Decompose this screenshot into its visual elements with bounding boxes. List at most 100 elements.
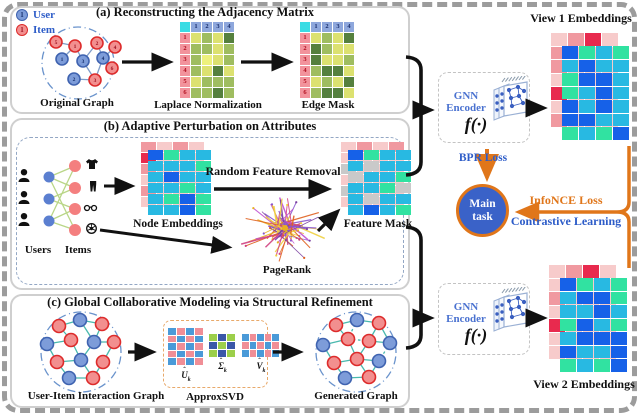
matrix-cell	[577, 359, 593, 372]
matrix-cell	[311, 44, 321, 54]
matrix-cell	[168, 328, 176, 335]
matrix-cell	[596, 113, 612, 126]
matrix-cell	[611, 318, 627, 331]
matrix-cell	[594, 305, 610, 318]
matrix-cell	[191, 55, 201, 65]
matrix-cell	[264, 334, 271, 341]
matrix-cell	[148, 172, 163, 182]
matrix-cell	[579, 46, 595, 59]
legend-item-label: Item	[33, 24, 55, 36]
matrix-cell	[348, 161, 363, 171]
matrix-cell	[344, 77, 354, 87]
edge-mask-label: Edge Mask	[301, 99, 355, 111]
matrix-cell	[562, 100, 578, 113]
matrix-cell	[611, 278, 627, 291]
v-matrix	[242, 334, 280, 358]
matrix-cell	[249, 342, 256, 349]
matrix-cell	[322, 77, 332, 87]
matrix-cell	[224, 88, 234, 98]
matrix-cell: 5	[300, 77, 310, 87]
matrix-cell	[164, 183, 179, 193]
matrix-cell	[311, 88, 321, 98]
matrix-cell	[333, 55, 343, 65]
matrix-cell	[380, 161, 395, 171]
matrix-cell	[191, 66, 201, 76]
pagerank-label: PageRank	[262, 264, 312, 276]
main-task-node: Main task	[456, 184, 509, 237]
matrix-cell	[191, 44, 201, 54]
svg-text:1: 1	[74, 44, 77, 50]
matrix-cell	[596, 127, 612, 140]
matrix-cell	[380, 172, 395, 182]
legend-user-row: 1 User	[16, 9, 55, 21]
matrix-cell	[333, 77, 343, 87]
matrix-cell	[348, 194, 363, 204]
matrix-cell	[195, 335, 203, 342]
matrix-cell	[196, 161, 211, 171]
matrix-cell	[227, 350, 235, 357]
view1-embeddings-label: View 1 Embeddings	[530, 11, 632, 25]
matrix-cell: 4	[180, 66, 190, 76]
matrix-cell	[141, 142, 156, 152]
matrix-cell	[227, 342, 235, 349]
matrix-cell	[562, 113, 578, 126]
gnn-encoder-2-label: GNN Encoder	[446, 301, 486, 325]
matrix-cell	[348, 205, 363, 215]
matrix-cell	[396, 205, 411, 215]
matrix-cell	[272, 334, 279, 341]
matrix-cell	[577, 305, 593, 318]
contrastive-learning-label: Contrastive Learning	[510, 214, 622, 228]
generated-graph-label: Generated Graph	[314, 390, 398, 402]
matrix-cell	[566, 265, 582, 278]
matrix-cell	[148, 194, 163, 204]
matrix-cell	[191, 33, 201, 43]
matrix-cell	[196, 194, 211, 204]
view2-embeddings-label: View 2 Embeddings	[533, 377, 635, 391]
laplace-label: Laplace Normalization	[154, 99, 262, 111]
matrix-cell	[333, 44, 343, 54]
matrix-cell	[560, 291, 576, 304]
matrix-cell	[594, 291, 610, 304]
matrix-cell	[577, 345, 593, 358]
person-icon	[18, 191, 30, 204]
svg-text:5: 5	[55, 40, 58, 46]
glasses-icon	[83, 204, 98, 212]
matrix-cell	[186, 335, 194, 342]
matrix-cell	[202, 66, 212, 76]
legend-user-label: User	[33, 9, 55, 21]
matrix-cell	[613, 59, 629, 72]
matrix-cell	[560, 305, 576, 318]
matrix-cell	[186, 328, 194, 335]
matrix-cell	[594, 359, 610, 372]
matrix-cell	[168, 343, 176, 350]
matrix-cell	[333, 66, 343, 76]
matrix-cell	[596, 59, 612, 72]
matrix-cell	[300, 22, 310, 32]
generated-graph	[315, 311, 398, 393]
matrix-cell	[177, 350, 185, 357]
matrix-cell	[157, 142, 172, 152]
matrix-cell	[322, 44, 332, 54]
approx-svd-label: ApproxSVD	[186, 391, 244, 403]
user-node-icon: 1	[16, 9, 28, 21]
matrix-cell	[579, 86, 595, 99]
matrix-cell	[551, 33, 567, 46]
users-label: Users	[24, 244, 52, 256]
matrix-cell	[177, 335, 185, 342]
interaction-graph-label: User-Item Interaction Graph	[27, 390, 165, 402]
matrix-cell	[191, 88, 201, 98]
matrix-cell	[224, 33, 234, 43]
matrix-cell	[562, 73, 578, 86]
matrix-cell	[560, 345, 576, 358]
tshirt-icon	[86, 159, 98, 169]
matrix-cell	[202, 44, 212, 54]
matrix-cell	[344, 88, 354, 98]
matrix-cell	[364, 172, 379, 182]
v-matrix-label: ˆ Vk	[256, 356, 266, 374]
matrix-cell	[348, 183, 363, 193]
matrix-cell	[180, 172, 195, 182]
matrix-cell	[594, 318, 610, 331]
svg-text:6: 6	[111, 66, 114, 72]
matrix-cell	[148, 161, 163, 171]
